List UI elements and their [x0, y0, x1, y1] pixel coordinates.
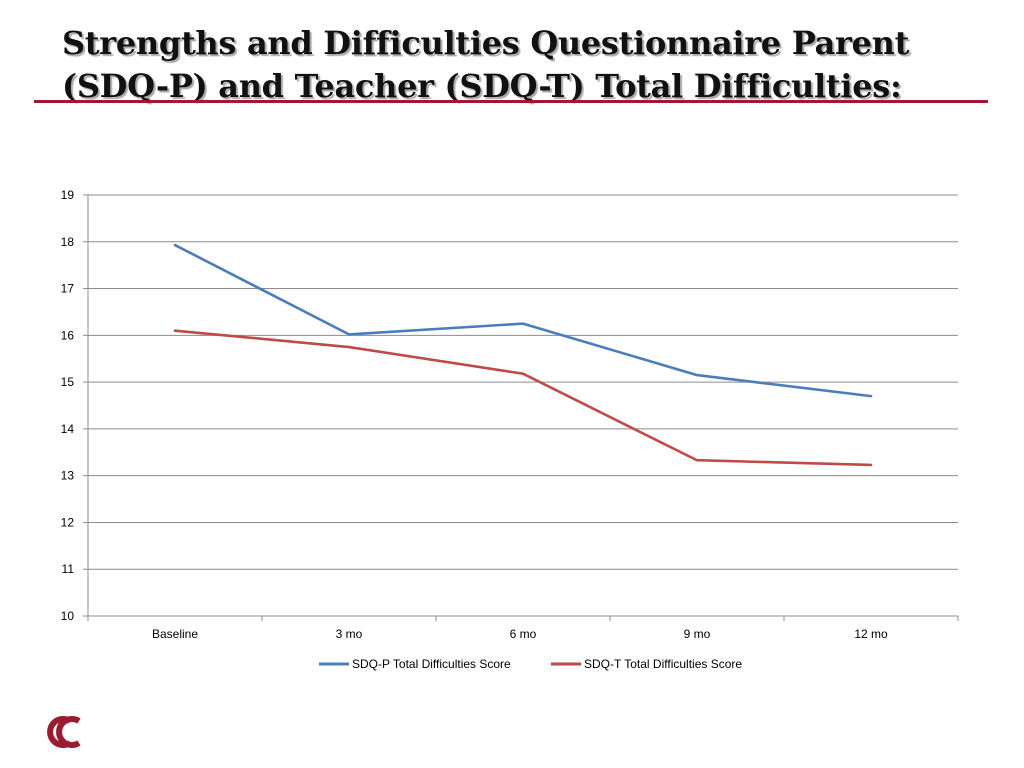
x-tick-label: 3 mo [336, 627, 363, 641]
x-tick-label: Baseline [152, 627, 198, 641]
chart-series [173, 243, 873, 467]
y-tick-label: 13 [61, 469, 75, 483]
y-tick-label: 15 [61, 375, 75, 389]
chart-legend: SDQ-P Total Difficulties Score SDQ-T Tota… [319, 657, 742, 671]
title-divider [34, 100, 988, 103]
y-tick-label: 11 [62, 562, 75, 576]
series-line-2 [173, 329, 873, 467]
series-line-1 [173, 243, 873, 398]
x-tick-label: 9 mo [684, 627, 711, 641]
y-tick-label: 17 [61, 282, 75, 296]
chart-tick-labels: 10 11 12 13 14 15 16 17 18 19 Baseline 3 mo 6 mo 9 mo… [61, 188, 888, 641]
y-tick-label: 12 [61, 515, 75, 529]
legend-label-1: SDQ-P Total Difficulties Score [352, 657, 511, 671]
y-tick-label: 16 [61, 328, 75, 342]
maroon-double-c-logo [47, 716, 81, 748]
y-tick-label: 10 [61, 609, 75, 623]
x-tick-label: 6 mo [510, 627, 537, 641]
chart-axes [83, 194, 959, 621]
line-chart: 10 11 12 13 14 15 16 17 18 19 Baseline 3 mo 6 mo 9 mo… [61, 188, 959, 671]
y-tick-label: 18 [61, 235, 75, 249]
chart-gridlines [88, 194, 958, 570]
y-tick-label: 19 [61, 188, 75, 202]
slide-title: Strengths and Difficulties Questionnaire… [62, 24, 910, 105]
y-tick-label: 14 [61, 422, 75, 436]
x-tick-label: 12 mo [854, 627, 888, 641]
legend-label-2: SDQ-T Total Difficulties Score [584, 657, 742, 671]
